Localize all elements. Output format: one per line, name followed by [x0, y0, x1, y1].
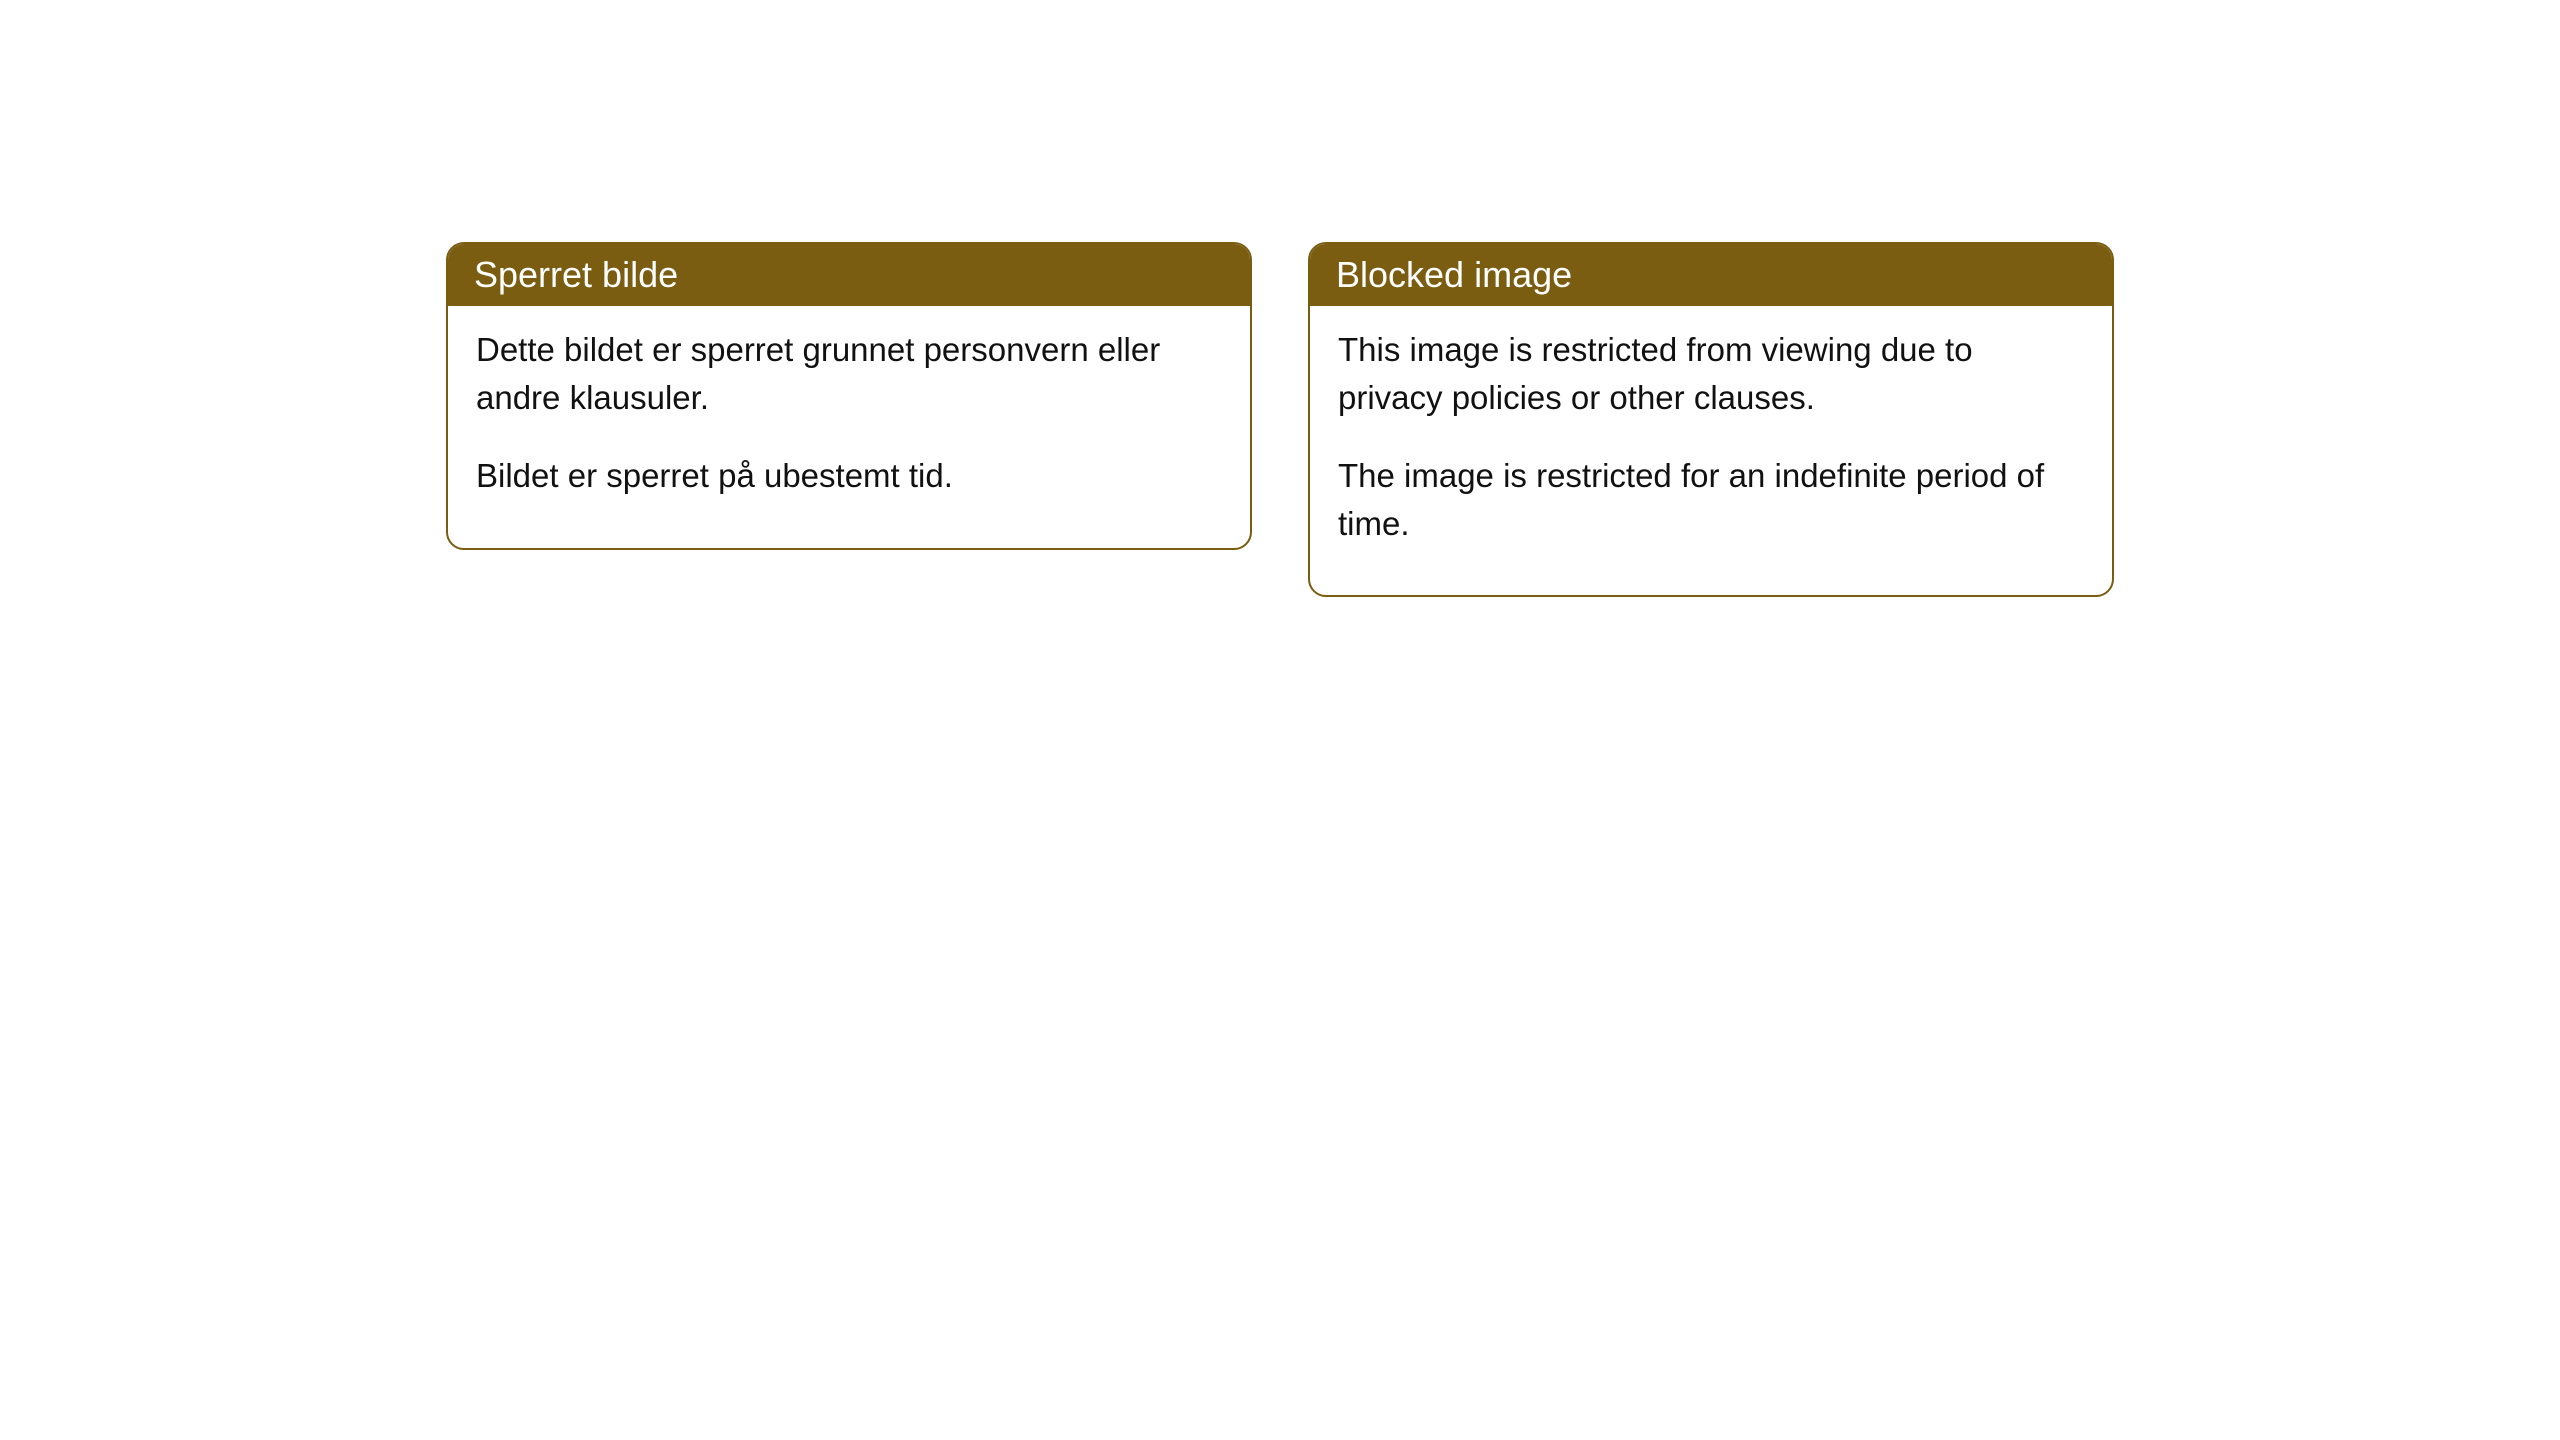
body-paragraph-2: The image is restricted for an indefinit… [1338, 452, 2084, 548]
card-header: Blocked image [1310, 244, 2112, 306]
card-body: This image is restricted from viewing du… [1310, 306, 2112, 595]
body-paragraph-2: Bildet er sperret på ubestemt tid. [476, 452, 1222, 500]
body-paragraph-1: This image is restricted from viewing du… [1338, 326, 2084, 422]
card-body: Dette bildet er sperret grunnet personve… [448, 306, 1250, 548]
notice-card-norwegian: Sperret bilde Dette bildet er sperret gr… [446, 242, 1252, 550]
card-header: Sperret bilde [448, 244, 1250, 306]
notice-card-english: Blocked image This image is restricted f… [1308, 242, 2114, 597]
body-paragraph-1: Dette bildet er sperret grunnet personve… [476, 326, 1222, 422]
